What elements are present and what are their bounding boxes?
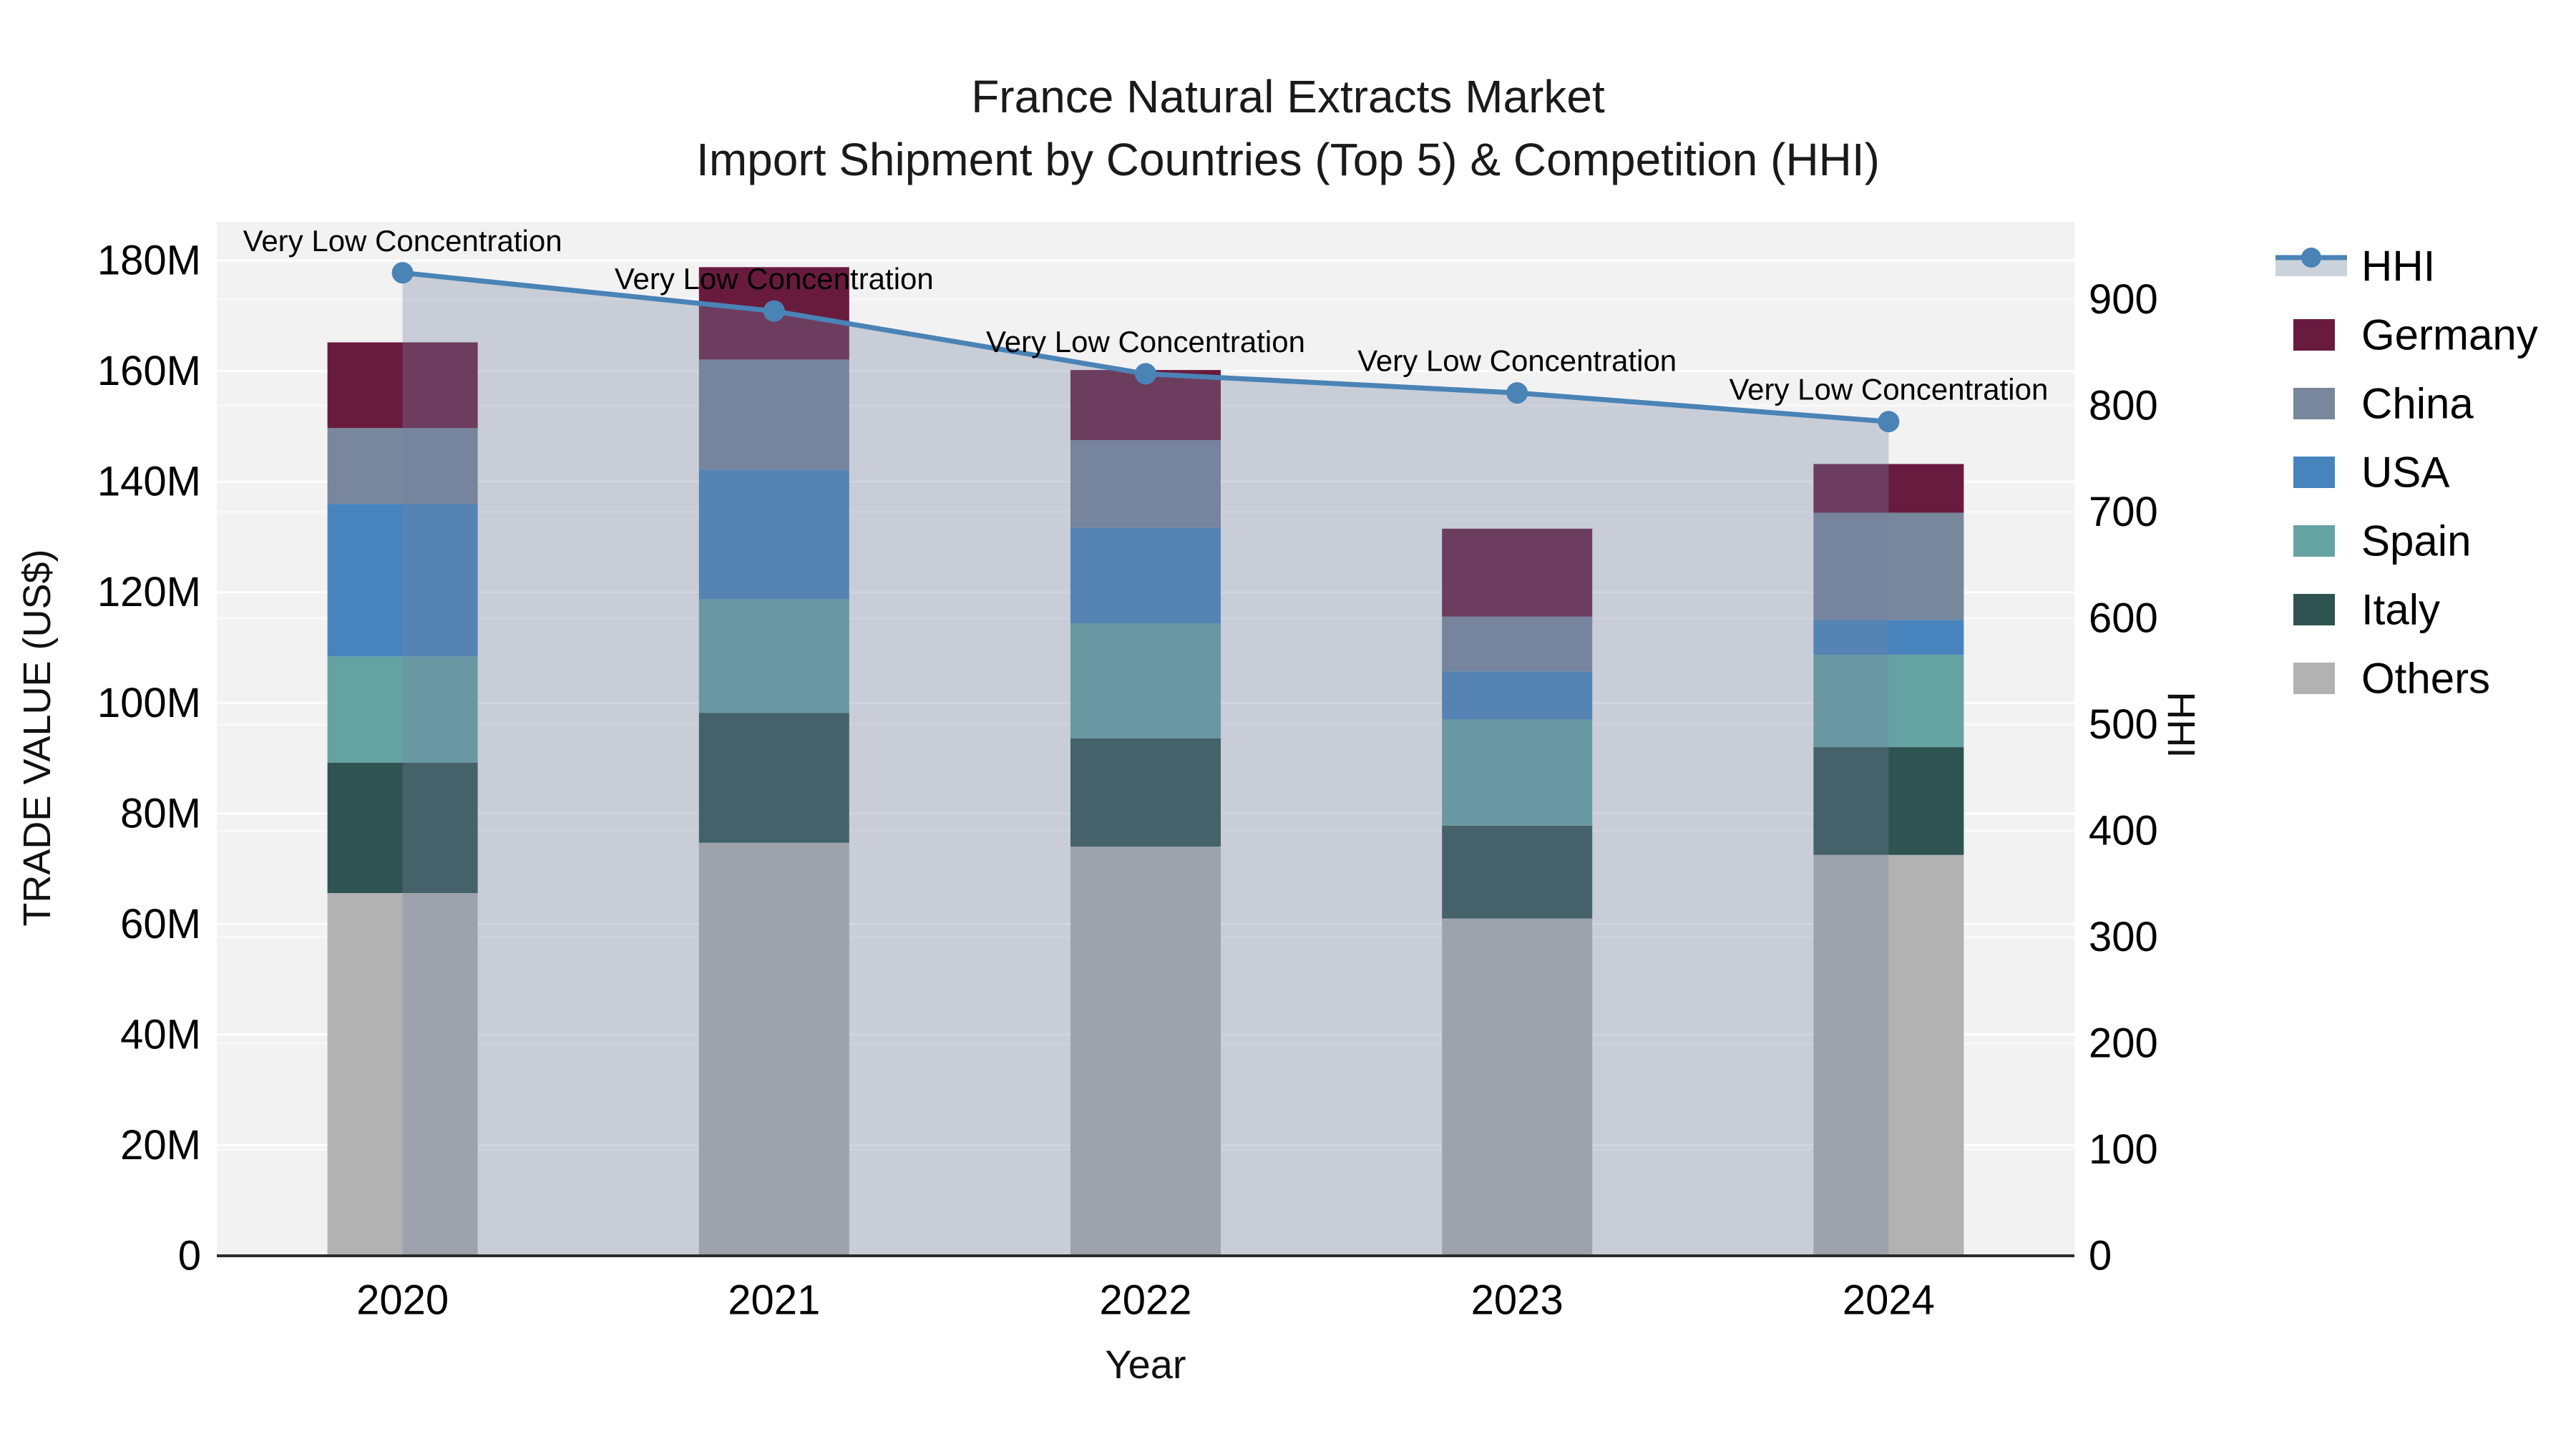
- bar-segment-usa-2021: [698, 469, 849, 600]
- bar-segment-germany-2023: [1442, 528, 1593, 617]
- y2-tick-label: 300: [2089, 914, 2158, 960]
- bar-segment-others-2023: [1442, 918, 1593, 1256]
- bar-segment-spain-2020: [327, 656, 478, 763]
- bar-segment-spain-2022: [1070, 623, 1221, 738]
- bar-segment-italy-2021: [698, 713, 849, 843]
- x-axis-title: Year: [1105, 1342, 1186, 1387]
- y2-tick-label: 500: [2089, 701, 2158, 748]
- legend-item-usa[interactable]: USA: [2293, 449, 2449, 497]
- bar-segment-china-2020: [327, 428, 478, 504]
- bar-segment-italy-2020: [327, 762, 478, 894]
- bar-segment-usa-2022: [1070, 527, 1221, 623]
- bar-segment-china-2024: [1813, 512, 1964, 620]
- y-tick-label: 160M: [97, 348, 201, 394]
- annotation-2021: Very Low Concentration: [615, 262, 934, 296]
- hhi-marker-2023: [1506, 382, 1528, 404]
- y2-tick-label: 100: [2089, 1126, 2158, 1173]
- y-tick-label: 60M: [120, 901, 201, 947]
- y2-tick-label: 0: [2089, 1233, 2112, 1279]
- y-tick-label: 80M: [120, 790, 201, 836]
- chart-title-line2: Import Shipment by Countries (Top 5) & C…: [696, 134, 1880, 185]
- bar-segment-italy-2024: [1813, 747, 1964, 855]
- legend-label-china: China: [2361, 380, 2474, 428]
- y2-tick-label: 200: [2089, 1020, 2158, 1066]
- y-tick-label: 20M: [120, 1122, 201, 1169]
- y2-tick-label: 700: [2089, 489, 2158, 535]
- legend-label-spain: Spain: [2361, 517, 2471, 565]
- bar-segment-others-2021: [698, 842, 849, 1256]
- bar-segment-china-2023: [1442, 616, 1593, 672]
- bar-segment-others-2020: [327, 893, 478, 1256]
- bar-segment-others-2024: [1813, 854, 1964, 1256]
- x-tick-label-2022: 2022: [1099, 1277, 1191, 1324]
- legend-item-others[interactable]: Others: [2293, 655, 2490, 703]
- y-tick-label: 180M: [97, 238, 201, 284]
- bar-segment-others-2022: [1070, 847, 1221, 1256]
- bar-segment-germany-2024: [1813, 464, 1964, 513]
- legend-swatch-germany: [2293, 319, 2335, 351]
- hhi-marker-2020: [391, 262, 414, 284]
- bar-segment-usa-2020: [327, 504, 478, 657]
- legend-label-hhi: HHI: [2361, 243, 2435, 291]
- x-tick-label-2020: 2020: [356, 1277, 449, 1324]
- bar-segment-germany-2020: [327, 342, 478, 429]
- hhi-marker-2022: [1135, 363, 1156, 385]
- bar-segment-usa-2024: [1813, 620, 1964, 655]
- x-tick-label-2021: 2021: [728, 1277, 820, 1324]
- annotation-2022: Very Low Concentration: [986, 325, 1305, 358]
- x-tick-label-2023: 2023: [1471, 1277, 1563, 1324]
- y-tick-label: 40M: [120, 1011, 201, 1058]
- bar-segment-italy-2023: [1442, 825, 1593, 919]
- legend-item-italy[interactable]: Italy: [2293, 586, 2440, 634]
- annotation-2020: Very Low Concentration: [243, 224, 562, 258]
- bar-segment-china-2021: [698, 359, 849, 470]
- bar-segment-spain-2023: [1442, 719, 1593, 826]
- legend-label-italy: Italy: [2361, 586, 2440, 634]
- legend-swatch-usa: [2293, 457, 2335, 488]
- legend-item-hhi[interactable]: HHI: [2275, 243, 2435, 291]
- legend-label-usa: USA: [2361, 449, 2449, 497]
- legend-item-china[interactable]: China: [2293, 380, 2474, 428]
- legend-hhi-marker-icon: [2301, 248, 2321, 268]
- y2-tick-label: 800: [2089, 382, 2158, 429]
- legend-label-others: Others: [2361, 655, 2490, 703]
- y-tick-label: 120M: [97, 569, 201, 615]
- bar-segment-italy-2022: [1070, 738, 1221, 847]
- legend-item-germany[interactable]: Germany: [2293, 311, 2538, 359]
- y-tick-label: 0: [178, 1233, 201, 1279]
- legend-swatch-italy: [2293, 594, 2335, 625]
- annotation-2024: Very Low Concentration: [1729, 373, 2048, 406]
- hhi-marker-2021: [763, 300, 785, 322]
- y-tick-label: 100M: [97, 680, 201, 726]
- legend-swatch-spain: [2293, 525, 2335, 557]
- x-tick-label-2024: 2024: [1843, 1277, 1935, 1324]
- bar-segment-usa-2023: [1442, 671, 1593, 720]
- hhi-marker-2024: [1878, 411, 1900, 433]
- chart-title-line1: France Natural Extracts Market: [971, 71, 1605, 122]
- y-tick-label: 140M: [97, 459, 201, 505]
- hhi-area-fill: [402, 273, 1889, 1257]
- annotation-2023: Very Low Concentration: [1357, 344, 1677, 378]
- legend-item-spain[interactable]: Spain: [2293, 517, 2471, 565]
- legend-swatch-others: [2293, 663, 2335, 694]
- legend-swatch-china: [2293, 388, 2335, 419]
- y2-tick-label: 600: [2089, 595, 2158, 641]
- bar-segment-china-2022: [1070, 440, 1221, 528]
- y2-tick-label: 400: [2089, 807, 2158, 854]
- bar-segment-spain-2024: [1813, 655, 1964, 748]
- legend-label-germany: Germany: [2361, 311, 2538, 359]
- bar-segment-spain-2021: [698, 599, 849, 713]
- y2-tick-label: 900: [2089, 276, 2158, 323]
